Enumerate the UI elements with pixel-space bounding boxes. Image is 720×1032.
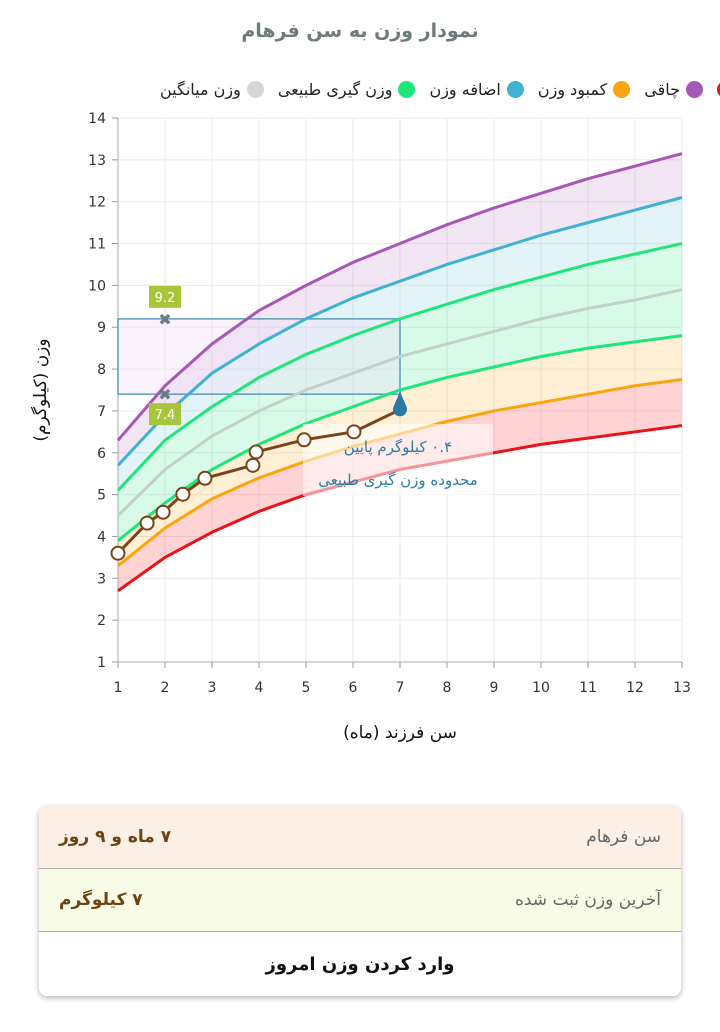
range-marker-upper-icon: ✖ xyxy=(158,310,171,329)
x-tick-label: 4 xyxy=(255,680,264,696)
weight-label: آخرین وزن ثبت شده xyxy=(514,890,661,910)
x-tick-label: 6 xyxy=(349,680,358,696)
y-tick-label: 9 xyxy=(97,320,106,336)
y-tick-label: 5 xyxy=(97,488,106,504)
band-area xyxy=(118,379,682,591)
series-line xyxy=(116,152,683,442)
child-weight-point xyxy=(139,515,155,531)
y-tick-label: 3 xyxy=(97,571,106,587)
legend-item[interactable]: چاقی xyxy=(644,80,703,99)
legend-label: کمبود وزن xyxy=(537,80,608,99)
annotation-line2: محدوده وزن گیری طبیعی xyxy=(318,471,478,489)
legend-dot-icon xyxy=(717,81,720,98)
legend-dot-icon xyxy=(246,81,264,98)
y-tick-label: 14 xyxy=(88,111,106,127)
child-weight-point xyxy=(110,545,126,561)
legend: چاقی کمبود وزن اضافه وزن وزن گیری طبیعی وزن … xyxy=(160,80,720,99)
child-weight-point xyxy=(155,504,171,520)
info-card: سن فرهام ۷ ماه و ۹ روز آخرین وزن ثبت شده… xyxy=(39,806,681,996)
range-label-bg xyxy=(149,403,181,426)
y-tick-label: 2 xyxy=(97,613,106,629)
child-weight-point xyxy=(346,424,362,440)
x-tick-label: 9 xyxy=(490,680,499,696)
y-tick-label: 1 xyxy=(97,655,106,671)
y-tick-label: 11 xyxy=(88,237,106,253)
series-line xyxy=(117,334,683,542)
weight-value: ۷ کیلوگرم xyxy=(59,890,143,910)
child-weight-point xyxy=(248,444,264,460)
x-tick-label: 11 xyxy=(579,680,597,696)
weight-chart: 1 2 3 4 5 6 7 8 9 10 11 12 131234567891011121314✖9.2… xyxy=(30,111,691,743)
child-weight-point xyxy=(175,486,191,502)
age-label: سن فرهام xyxy=(586,827,661,847)
y-tick-label: 10 xyxy=(88,278,106,294)
x-tick-label: 2 xyxy=(161,680,170,696)
enter-weight-button[interactable]: وارد کردن وزن امروز xyxy=(39,932,681,996)
range-marker-lower-icon: ✖ xyxy=(158,385,171,404)
x-tick-label: 7 xyxy=(396,680,405,696)
legend-dot-icon xyxy=(686,81,703,98)
legend-item[interactable] xyxy=(717,80,720,99)
legend-dot-icon xyxy=(506,81,524,98)
x-tick-label: 12 xyxy=(626,680,644,696)
legend-item[interactable]: اضافه وزن xyxy=(429,80,524,99)
legend-item[interactable]: وزن گیری طبیعی xyxy=(278,80,416,99)
legend-item[interactable]: کمبود وزن xyxy=(537,80,631,99)
range-box xyxy=(117,318,401,395)
band-area xyxy=(118,153,682,466)
series-line xyxy=(116,288,683,517)
range-label-bg xyxy=(149,285,181,308)
weight-row: آخرین وزن ثبت شده ۷ کیلوگرم xyxy=(39,869,681,932)
age-value: ۷ ماه و ۹ روز xyxy=(59,827,172,847)
age-row: سن فرهام ۷ ماه و ۹ روز xyxy=(39,806,681,869)
legend-item[interactable]: وزن میانگین xyxy=(160,80,264,99)
y-tick-label: 12 xyxy=(88,195,106,211)
x-tick-label: 13 xyxy=(673,680,691,696)
series-line xyxy=(116,196,683,467)
series-line xyxy=(116,242,683,492)
x-tick-label: 8 xyxy=(443,680,452,696)
current-weight-marker-icon xyxy=(393,391,408,417)
legend-dot-icon xyxy=(398,81,416,98)
child-weight-point xyxy=(245,457,261,473)
annotation-line1: ۰.۴ کیلوگرم پایین xyxy=(344,438,452,457)
range-label-lower: 7.4 xyxy=(155,408,176,423)
chart-title: نمودار وزن به سن فرهام xyxy=(241,20,479,42)
legend-label: اضافه وزن xyxy=(429,80,501,99)
child-weight-point xyxy=(296,432,312,448)
x-tick-label: 3 xyxy=(208,680,217,696)
x-tick-label: 1 xyxy=(114,680,123,696)
y-tick-label: 8 xyxy=(97,362,106,378)
legend-label: وزن میانگین xyxy=(159,80,241,99)
x-axis-label: سن فرزند (ماه) xyxy=(343,723,457,743)
y-axis-label: وزن (کیلوگرم) xyxy=(30,338,51,441)
x-tick-label: 5 xyxy=(302,680,311,696)
range-label-upper: 9.2 xyxy=(155,291,176,306)
y-tick-label: 7 xyxy=(97,404,106,420)
x-tick-label: 10 xyxy=(532,680,550,696)
band-area xyxy=(118,197,682,491)
legend-label: چاقی xyxy=(644,80,680,99)
child-weight-line xyxy=(116,408,401,555)
y-tick-label: 4 xyxy=(97,529,106,545)
y-tick-label: 13 xyxy=(88,153,106,169)
legend-dot-icon xyxy=(613,81,631,98)
band-area xyxy=(118,335,682,566)
legend-label: وزن گیری طبیعی xyxy=(277,80,393,99)
y-tick-label: 6 xyxy=(97,446,106,462)
child-weight-point xyxy=(197,470,213,486)
